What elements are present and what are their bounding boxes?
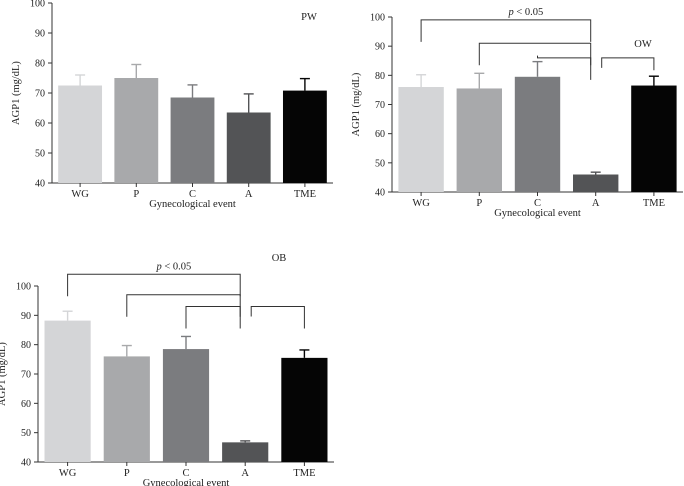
- significance-bracket: [478, 42, 592, 66]
- bar-WG: [58, 85, 103, 183]
- significance-bracket: [420, 19, 592, 42]
- x-tick-label: C: [534, 198, 541, 209]
- bar-WG: [398, 87, 444, 192]
- y-tick-label: 80: [375, 71, 385, 82]
- x-tick-label: P: [476, 198, 482, 209]
- x-tick-label: WG: [71, 189, 89, 200]
- panel-label: OW: [634, 39, 652, 50]
- y-tick-label: 60: [21, 399, 31, 410]
- significance-bracket: [185, 306, 241, 329]
- y-tick-label: 100: [370, 13, 385, 24]
- x-tick-label: TME: [294, 189, 316, 200]
- x-tick-label: P: [124, 468, 130, 479]
- bar-P: [114, 78, 159, 183]
- x-tick-label: WG: [412, 198, 430, 209]
- y-tick-label: 40: [21, 458, 31, 469]
- significance-bracket: [601, 57, 655, 71]
- y-tick-label: 50: [21, 428, 31, 439]
- panel-label: OB: [272, 253, 287, 264]
- bar-C: [170, 97, 215, 183]
- y-tick-label: 50: [375, 158, 385, 169]
- p-symbol: p: [156, 261, 162, 272]
- x-tick-label: TME: [643, 198, 665, 209]
- significance-bracket: [67, 273, 241, 297]
- bar-A: [573, 174, 619, 192]
- significance-bracket: [537, 55, 592, 80]
- y-tick-label: 40: [35, 179, 45, 190]
- y-tick-label: 50: [35, 149, 45, 160]
- y-axis-title: AGP1 (mg/dL): [11, 61, 22, 125]
- y-axis-title: AGP1 (mg/dL): [351, 72, 362, 136]
- y-tick-label: 60: [375, 129, 385, 140]
- y-tick-label: 100: [16, 282, 31, 293]
- y-tick-label: 90: [375, 42, 385, 53]
- significance-label: p < 0.05: [508, 7, 544, 18]
- x-axis-title: Gynecological event: [143, 478, 230, 486]
- significance-label: p < 0.05: [156, 261, 192, 272]
- p-threshold: < 0.05: [162, 261, 192, 272]
- y-tick-label: 80: [35, 59, 45, 70]
- x-tick-label: A: [592, 198, 600, 209]
- y-tick-label: 90: [21, 311, 31, 322]
- bar-WG: [44, 320, 91, 462]
- bar-TME: [631, 85, 677, 192]
- y-tick-label: 70: [375, 100, 385, 111]
- chart-panel-ow: 40 50 60 70 80 90 100 AGP1 (mg/dL) WG P C A TME Gynec…: [351, 7, 683, 219]
- y-tick-label: 60: [35, 119, 45, 130]
- bar-A: [222, 442, 269, 462]
- bar-P: [103, 356, 150, 462]
- bar-C: [162, 349, 210, 462]
- y-tick-label: 100: [30, 0, 45, 10]
- chart-panel-pw: 40 50 60 70 80 90 100 AGP1 (mg/dL) WG P C A TME Gynec…: [11, 0, 333, 210]
- y-axis-title: AGP1 (mg/dL): [0, 342, 8, 406]
- bar-C: [514, 76, 561, 192]
- panel-label: PW: [301, 12, 317, 23]
- x-tick-label: WG: [59, 468, 77, 479]
- significance-bracket: [250, 306, 305, 329]
- bar-TME: [281, 357, 328, 462]
- x-tick-label: C: [182, 468, 189, 479]
- y-tick-label: 70: [35, 89, 45, 100]
- y-tick-label: 40: [375, 188, 385, 199]
- y-tick-label: 70: [21, 370, 31, 381]
- x-tick-label: TME: [293, 468, 315, 479]
- bar-A: [226, 112, 271, 183]
- chart-panel-ob: 40 50 60 70 80 90 100 AGP1 (mg/dL) WG P C A TME Gynec…: [0, 253, 334, 486]
- y-tick-label: 80: [21, 340, 31, 351]
- x-tick-label: P: [133, 189, 139, 200]
- x-axis-title: Gynecological event: [494, 208, 581, 219]
- x-tick-label: A: [245, 189, 253, 200]
- y-tick-label: 90: [35, 29, 45, 40]
- x-tick-label: A: [241, 468, 249, 479]
- p-threshold: < 0.05: [514, 7, 544, 18]
- bar-P: [456, 88, 502, 192]
- x-tick-label: C: [189, 189, 196, 200]
- significance-bracket: [126, 294, 241, 317]
- x-axis-title: Gynecological event: [149, 199, 236, 210]
- bar-TME: [282, 90, 327, 183]
- p-symbol: p: [508, 7, 514, 18]
